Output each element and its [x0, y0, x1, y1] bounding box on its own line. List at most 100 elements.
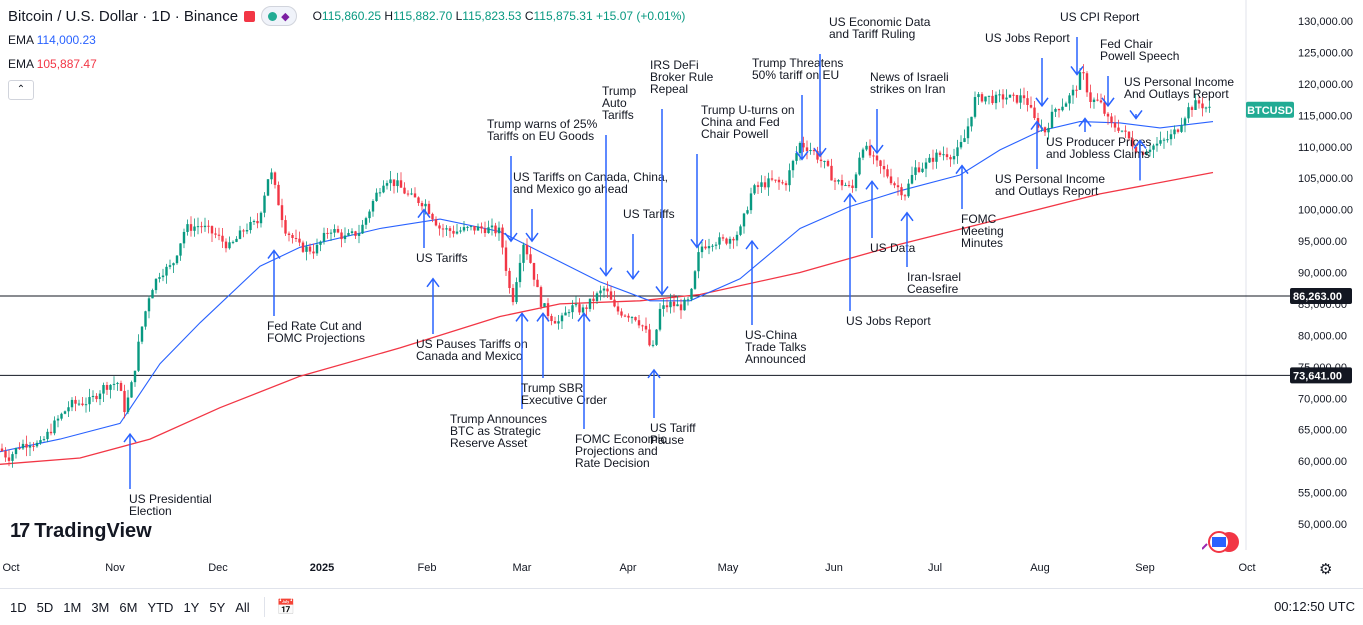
- candle-body: [1001, 94, 1005, 100]
- candle-body: [312, 251, 315, 254]
- candle-body: [634, 317, 637, 321]
- annotation-label: US Data: [870, 241, 916, 255]
- candle-body: [770, 178, 774, 180]
- candle-body: [333, 229, 336, 233]
- annotation-label: US Tariffs: [623, 207, 675, 221]
- candle-body: [753, 185, 756, 194]
- candle-body: [546, 303, 550, 316]
- candle-body: [1187, 107, 1190, 119]
- us-flag-icon[interactable]: [1202, 531, 1240, 553]
- candle-body: [623, 315, 627, 317]
- annotation-label: Trade Talks: [745, 340, 806, 354]
- candle-body: [182, 231, 186, 244]
- range-6m[interactable]: 6M: [119, 599, 138, 615]
- candle-body: [60, 413, 63, 419]
- candle-body: [371, 201, 375, 212]
- candle-body: [42, 439, 46, 441]
- candle-body: [746, 210, 749, 214]
- ema-fast-legend[interactable]: EMA 114,000.23: [8, 33, 96, 47]
- candle-body: [410, 193, 413, 195]
- candle-body: [123, 390, 126, 413]
- annotation-arrowhead-icon: [577, 312, 591, 322]
- x-tick-label: Apr: [619, 562, 636, 574]
- candle-body: [578, 304, 581, 313]
- annotation-label: Executive Order: [521, 393, 607, 407]
- candle-body: [112, 383, 116, 385]
- collapse-legend-button[interactable]: ⌃: [8, 80, 34, 100]
- candle-body: [273, 172, 277, 185]
- candlestick-chart[interactable]: 86,263.00 73,641.00 US PresidentialElecti…: [0, 0, 1363, 588]
- candle-body: [959, 141, 963, 148]
- range-1d[interactable]: 1D: [10, 599, 27, 615]
- candle-body: [1092, 99, 1096, 102]
- range-1y[interactable]: 1Y: [183, 599, 200, 615]
- status-pill[interactable]: ◆: [261, 6, 297, 26]
- range-5y[interactable]: 5Y: [209, 599, 226, 615]
- y-tick-label: 70,000.00: [1298, 393, 1347, 405]
- candle-body: [606, 288, 609, 292]
- annotation-arrowhead-icon: [626, 270, 640, 281]
- candle-body: [32, 445, 35, 447]
- candle-body: [728, 238, 732, 244]
- annotation-label: Trump warns of 25%: [487, 117, 598, 131]
- annotation-arrowhead-icon: [843, 192, 857, 203]
- candle-body: [844, 185, 847, 187]
- candle-body: [1054, 109, 1057, 112]
- annotation-label: Auto: [602, 96, 627, 110]
- range-1m[interactable]: 1M: [63, 599, 82, 615]
- range-5d[interactable]: 5D: [36, 599, 54, 615]
- ohlc-values: O115,860.25 H115,882.70 L115,823.53 C115…: [312, 9, 686, 23]
- candle-body: [861, 149, 865, 158]
- candle-body: [840, 180, 844, 186]
- candle-body: [473, 226, 476, 231]
- candle-body: [886, 169, 889, 177]
- candle-body: [144, 311, 147, 327]
- annotation-arrowhead-icon: [417, 208, 431, 219]
- candle-body: [550, 315, 553, 322]
- range-all[interactable]: All: [235, 599, 250, 615]
- annotation-arrowhead-icon: [865, 180, 879, 190]
- symbol-title[interactable]: Bitcoin / U.S. Dollar · 1D · Binance: [8, 7, 239, 25]
- level-label-box: [1290, 367, 1352, 384]
- candle-body: [81, 403, 84, 406]
- candle-body: [1033, 107, 1036, 119]
- tradingview-logo[interactable]: 17 TradingView: [10, 520, 152, 543]
- candle-body: [1012, 94, 1015, 96]
- candle-body: [441, 228, 445, 230]
- candle-body: [287, 233, 291, 235]
- candle-body: [210, 226, 214, 234]
- annotation-label: US Jobs Report: [985, 31, 1070, 45]
- candle-body: [515, 282, 518, 303]
- annotation-label: Trump: [602, 84, 637, 98]
- candle-body: [469, 226, 473, 228]
- range-3m[interactable]: 3M: [91, 599, 110, 615]
- candle-body: [588, 298, 592, 309]
- candle-body: [875, 155, 879, 161]
- candle-body: [0, 448, 4, 451]
- candle-body: [46, 431, 49, 440]
- candle-body: [336, 229, 340, 233]
- candle-body: [186, 224, 189, 232]
- candle-body: [788, 170, 791, 186]
- market-status-icon: [268, 11, 278, 21]
- annotation-label: Reserve Asset: [450, 436, 528, 450]
- annotation-label: Iran-Israel: [907, 270, 961, 284]
- annotation-arrowhead-icon: [655, 286, 669, 296]
- candle-body: [1183, 118, 1187, 126]
- settings-gear-icon[interactable]: ⚙: [1319, 561, 1333, 578]
- range-ytd[interactable]: YTD: [147, 599, 174, 615]
- ema-slow-legend[interactable]: EMA 105,887.47: [8, 57, 97, 71]
- candle-body: [354, 231, 357, 236]
- candle-body: [879, 160, 882, 167]
- date-range-icon[interactable]: 📅: [276, 599, 296, 616]
- candle-body: [315, 244, 319, 254]
- candle-body: [543, 303, 546, 307]
- candle-body: [889, 176, 893, 184]
- candle-body: [214, 233, 217, 235]
- candle-body: [28, 445, 32, 448]
- annotation-arrowhead-icon: [504, 232, 518, 243]
- annotation-arrowhead-icon: [795, 150, 809, 161]
- candle-body: [1208, 106, 1211, 108]
- annotation-label: Canada and Mexico: [416, 349, 523, 363]
- annotation-label: 50% tariff on EU: [752, 68, 839, 82]
